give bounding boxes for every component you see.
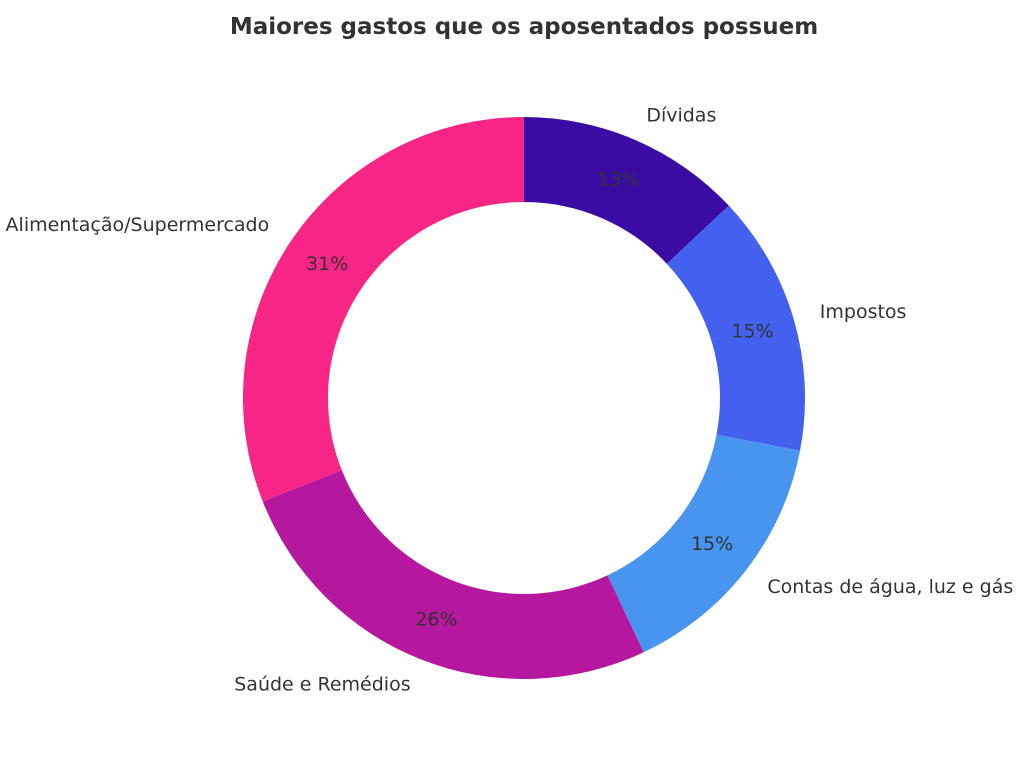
chart-title: Maiores gastos que os aposentados possue… (229, 14, 819, 40)
pct-label-impostos: 15% (731, 321, 773, 343)
category-label-contas-de-agua-luz-e-gas: Contas de água, luz e gás (767, 576, 1013, 598)
slice-dividas (524, 117, 729, 264)
category-label-saude-e-remedios: Saúde e Remédios (234, 673, 410, 695)
slice-alimentacao-supermercado (243, 117, 525, 502)
category-label-alimentacao-supermercado: Alimentação/Supermercado (6, 214, 270, 236)
slice-contas-de-agua-luz-e-gas (607, 434, 801, 653)
slice-saude-e-remedios (262, 470, 644, 679)
category-label-dividas: Dívidas (646, 104, 716, 126)
donut-slices (243, 117, 805, 679)
pct-label-alimentacao-supermercado: 31% (306, 253, 348, 275)
pct-label-dividas: 13% (597, 169, 639, 191)
pct-label-contas-de-agua-luz-e-gas: 15% (691, 533, 733, 555)
category-labels: Dívidas Impostos Contas de água, luz e gás… (6, 104, 1014, 695)
percentage-labels: 13% 15% 15% 26% 31% (306, 169, 774, 631)
category-label-impostos: Impostos (820, 301, 907, 323)
pct-label-saude-e-remedios: 26% (415, 608, 457, 630)
slice-impostos (666, 205, 805, 451)
